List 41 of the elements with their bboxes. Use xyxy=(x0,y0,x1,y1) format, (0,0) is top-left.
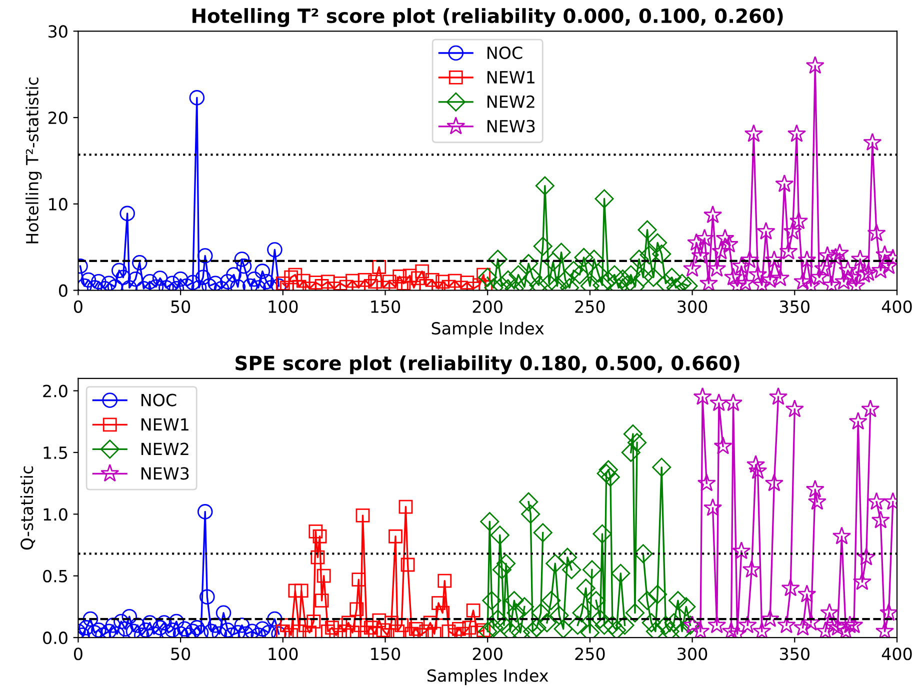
legend-label: NEW3 xyxy=(488,120,535,132)
legend-label: NEW2 xyxy=(488,95,534,108)
x-tick-label: 50 xyxy=(171,300,190,313)
x-tick-label: 400 xyxy=(882,648,912,660)
y-axis-title: Hotelling T²-statistic xyxy=(26,78,42,244)
x-tick-label: 0 xyxy=(74,648,82,660)
legend-label: NOC xyxy=(488,46,522,60)
x-tick-label: 200 xyxy=(472,300,502,313)
x-tick-label: 0 xyxy=(74,300,82,313)
legend-label: NEW1 xyxy=(142,418,188,431)
y-axis-title: Q-statistic xyxy=(20,466,36,550)
y-tick-label: 0 xyxy=(58,284,68,297)
x-tick-label: 300 xyxy=(678,300,708,313)
y-tick-label: 1.5 xyxy=(44,446,68,460)
y-tick-label: 0.0 xyxy=(43,632,68,644)
x-tick-label: 100 xyxy=(268,648,298,660)
x-tick-label: 400 xyxy=(882,300,912,313)
x-tick-label: 350 xyxy=(780,300,810,313)
y-tick-label: 30 xyxy=(48,25,68,38)
y-tick-label: 10 xyxy=(49,198,68,211)
x-tick-label: 350 xyxy=(780,648,810,660)
x-axis-title: Samples Index xyxy=(428,668,548,686)
x-axis-title: Sample Index xyxy=(432,322,544,338)
y-tick-label: 1.0 xyxy=(44,508,68,521)
x-tick-label: 150 xyxy=(371,648,400,660)
y-tick-label: 2.0 xyxy=(43,384,68,398)
x-tick-label: 50 xyxy=(171,648,190,660)
y-tick-label: 20 xyxy=(48,112,68,124)
x-tick-label: 250 xyxy=(575,300,605,313)
legend-label: NEW1 xyxy=(488,71,534,84)
x-tick-label: 250 xyxy=(575,648,605,660)
y-tick-label: 0.5 xyxy=(43,570,68,582)
x-tick-label: 300 xyxy=(678,648,708,660)
x-tick-label: 200 xyxy=(472,648,502,660)
x-tick-label: 100 xyxy=(268,300,298,313)
chart-title: SPE score plot (reliability 0.180, 0.500, 0.660) xyxy=(236,355,740,374)
legend-label: NOC xyxy=(142,394,176,406)
legend-label: NEW2 xyxy=(142,442,188,456)
chart-title: Hotelling T² score plot (reliability 0.000, 0.100, 0.260) xyxy=(192,8,783,28)
x-tick-label: 150 xyxy=(371,300,400,313)
legend-label: NEW3 xyxy=(142,467,189,480)
